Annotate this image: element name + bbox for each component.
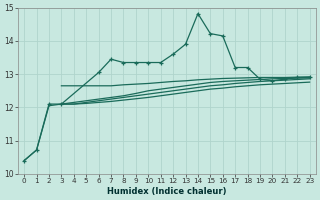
X-axis label: Humidex (Indice chaleur): Humidex (Indice chaleur) xyxy=(107,187,227,196)
